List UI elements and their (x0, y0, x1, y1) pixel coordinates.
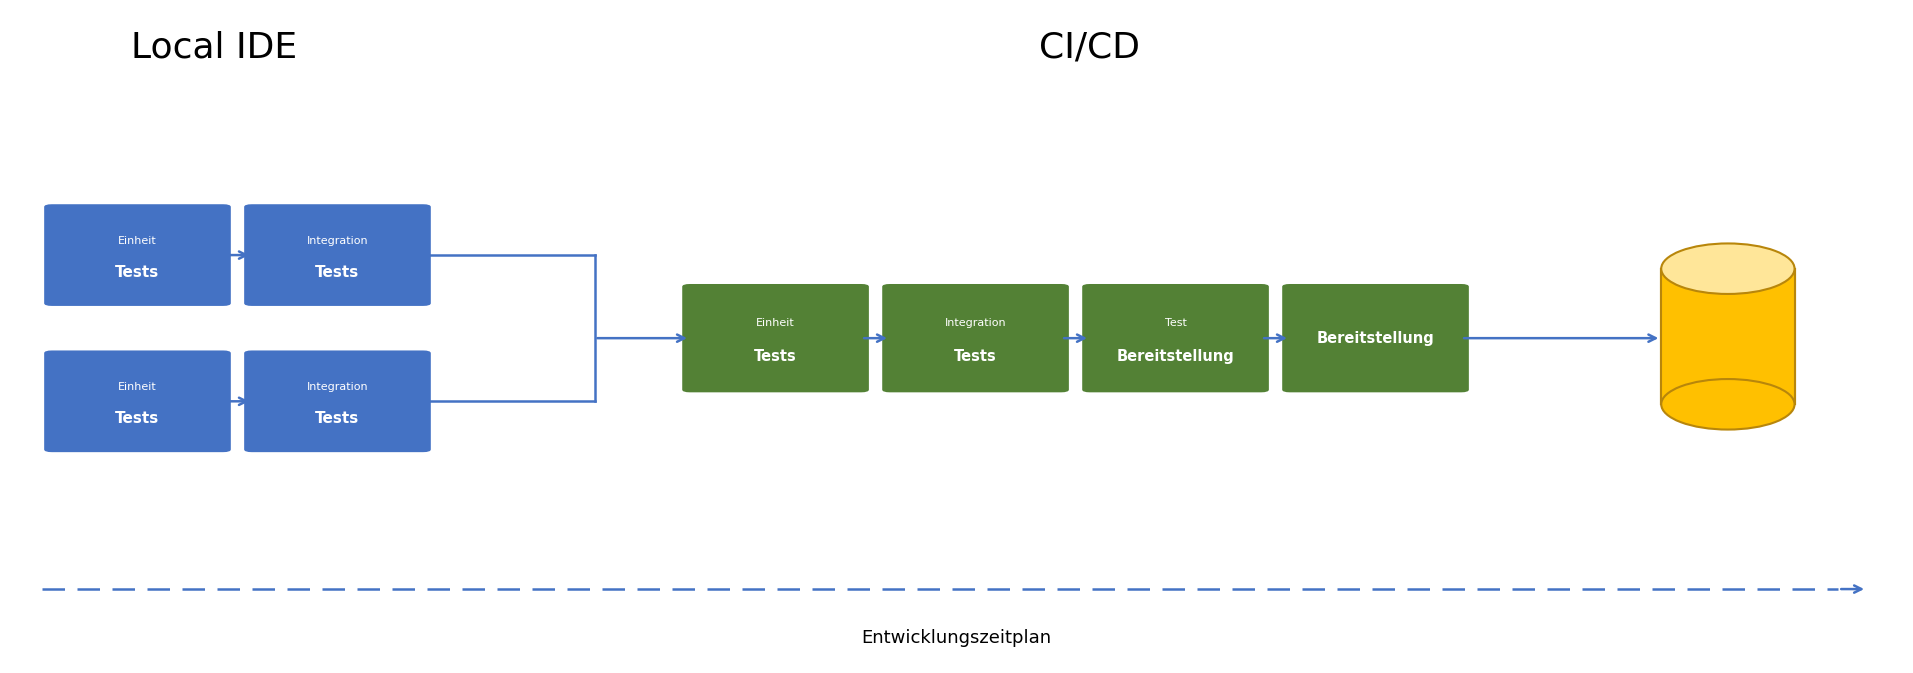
Text: Integration: Integration (945, 318, 1006, 328)
Text: Tests: Tests (115, 411, 159, 426)
FancyBboxPatch shape (245, 204, 430, 306)
Text: Test: Test (1165, 318, 1186, 328)
FancyBboxPatch shape (44, 204, 231, 306)
FancyBboxPatch shape (245, 351, 430, 452)
Text: Tests: Tests (316, 411, 360, 426)
Text: Einheit: Einheit (756, 318, 796, 328)
Text: Integration: Integration (306, 382, 369, 392)
FancyBboxPatch shape (683, 284, 869, 392)
FancyBboxPatch shape (1282, 284, 1469, 392)
Text: Bereitstellung: Bereitstellung (1316, 330, 1435, 346)
Bar (1660, 269, 1794, 404)
FancyBboxPatch shape (1083, 284, 1268, 392)
Ellipse shape (1660, 379, 1794, 429)
FancyBboxPatch shape (882, 284, 1069, 392)
Text: Integration: Integration (306, 236, 369, 246)
Text: Entwicklungszeitplan: Entwicklungszeitplan (861, 629, 1052, 647)
Text: Local IDE: Local IDE (130, 31, 297, 65)
Text: Tests: Tests (316, 265, 360, 280)
Text: Einheit: Einheit (119, 236, 157, 246)
Text: Tests: Tests (115, 265, 159, 280)
Text: Tests: Tests (754, 349, 798, 364)
FancyBboxPatch shape (44, 351, 231, 452)
Ellipse shape (1660, 244, 1794, 294)
Text: CI/CD: CI/CD (1039, 31, 1140, 65)
Text: Bereitstellung: Bereitstellung (1117, 349, 1234, 364)
Text: Tests: Tests (955, 349, 997, 364)
Text: Einheit: Einheit (119, 382, 157, 392)
